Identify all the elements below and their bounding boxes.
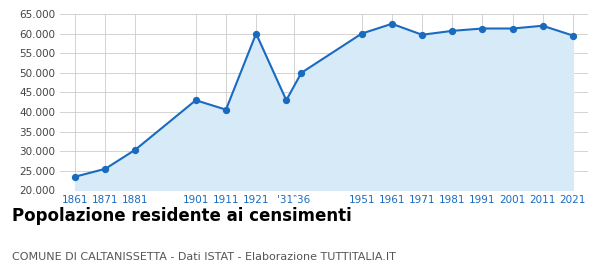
Point bbox=[387, 22, 397, 26]
Point bbox=[221, 108, 231, 112]
Point bbox=[508, 26, 517, 31]
Point bbox=[281, 98, 291, 102]
Point bbox=[131, 147, 140, 152]
Point bbox=[538, 24, 548, 28]
Point bbox=[568, 33, 578, 38]
Point bbox=[448, 29, 457, 33]
Point bbox=[70, 174, 80, 179]
Point bbox=[251, 31, 261, 36]
Point bbox=[296, 71, 306, 75]
Point bbox=[417, 32, 427, 37]
Point bbox=[100, 167, 110, 171]
Text: Popolazione residente ai censimenti: Popolazione residente ai censimenti bbox=[12, 207, 352, 225]
Point bbox=[478, 26, 487, 31]
Point bbox=[191, 98, 200, 102]
Point bbox=[357, 31, 367, 36]
Text: COMUNE DI CALTANISSETTA - Dati ISTAT - Elaborazione TUTTITALIA.IT: COMUNE DI CALTANISSETTA - Dati ISTAT - E… bbox=[12, 252, 396, 262]
